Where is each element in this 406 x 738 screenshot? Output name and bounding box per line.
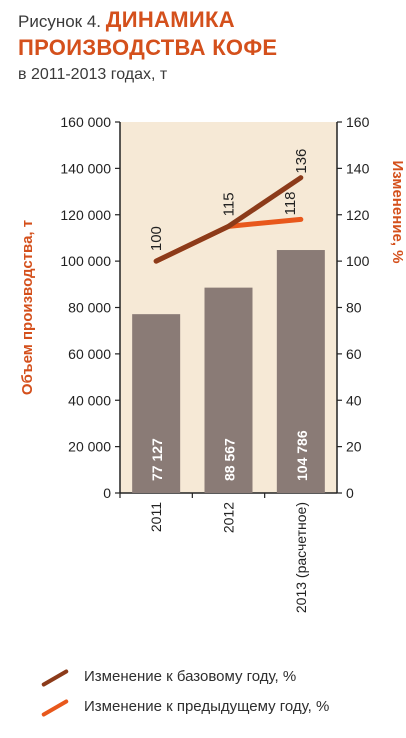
point-label: 118 bbox=[282, 191, 299, 215]
x-tick-label: 2013 (расчетное) bbox=[293, 502, 309, 613]
chart-title-line-1: ДИНАМИКА bbox=[105, 7, 235, 32]
left-tick-label: 160 000 bbox=[60, 114, 111, 130]
legend-item-base: Изменение к базовому году, % bbox=[40, 666, 400, 696]
left-tick-label: 0 bbox=[103, 485, 111, 501]
bar-value-label: 77 127 bbox=[149, 438, 165, 481]
point-label: 100 bbox=[148, 226, 165, 251]
bar bbox=[132, 314, 181, 493]
right-tick-label: 40 bbox=[346, 392, 362, 408]
y-axis-left-label: Объем производства, т bbox=[19, 220, 36, 395]
series-line-base bbox=[153, 175, 304, 264]
left-tick-label: 120 000 bbox=[60, 207, 111, 223]
x-tick-label: 2012 bbox=[221, 502, 237, 533]
left-tick-label: 20 000 bbox=[68, 439, 111, 455]
bar bbox=[204, 287, 253, 493]
left-tick-label: 140 000 bbox=[60, 160, 111, 176]
chart-title-line-2: ПРОИЗВОДСТВА КОФЕ bbox=[18, 35, 278, 60]
right-tick-label: 80 bbox=[346, 300, 362, 316]
x-tick-label: 2011 bbox=[148, 502, 164, 532]
legend-swatch-base bbox=[41, 668, 69, 688]
y-axis-right-label: Изменение, % bbox=[389, 160, 406, 263]
title-block: Рисунок 4. ДИНАМИКА ПРОИЗВОДСТВА КОФЕ в … bbox=[18, 8, 398, 86]
legend-label-prev: Изменение к предыдущему году, % bbox=[84, 698, 330, 715]
legend-swatch-prev bbox=[41, 698, 69, 718]
right-tick-label: 160 bbox=[346, 114, 370, 130]
chart-svg: 0 20 000 40 000 60 000 80 000 100 000 120 000 1… bbox=[19, 114, 406, 613]
figure-label: Рисунок 4. bbox=[18, 12, 102, 31]
legend-item-prev: Изменение к предыдущему году, % bbox=[40, 696, 400, 726]
point-label: 136 bbox=[293, 149, 310, 174]
right-tick-label: 120 bbox=[346, 207, 370, 223]
bar-value-label: 88 567 bbox=[222, 438, 238, 481]
point-label: 115 bbox=[221, 192, 238, 216]
left-tick-label: 40 000 bbox=[68, 392, 111, 408]
legend: Изменение к базовому году, % Изменение к… bbox=[40, 666, 400, 726]
left-tick-label: 80 000 bbox=[68, 300, 111, 316]
left-tick-label: 60 000 bbox=[68, 346, 111, 362]
bar-value-label: 104 786 bbox=[294, 430, 310, 481]
right-tick-label: 140 bbox=[346, 160, 370, 176]
right-tick-label: 20 bbox=[346, 439, 362, 455]
legend-label-base: Изменение к базовому году, % bbox=[84, 668, 297, 685]
right-tick-label: 100 bbox=[346, 253, 370, 269]
right-tick-label: 60 bbox=[346, 346, 362, 362]
bar bbox=[276, 250, 325, 493]
chart-subtitle: в 2011-2013 годах, т bbox=[18, 66, 168, 83]
left-tick-label: 100 000 bbox=[60, 253, 111, 269]
right-tick-label: 0 bbox=[346, 485, 354, 501]
title-row: Рисунок 4. ДИНАМИКА bbox=[18, 8, 398, 34]
